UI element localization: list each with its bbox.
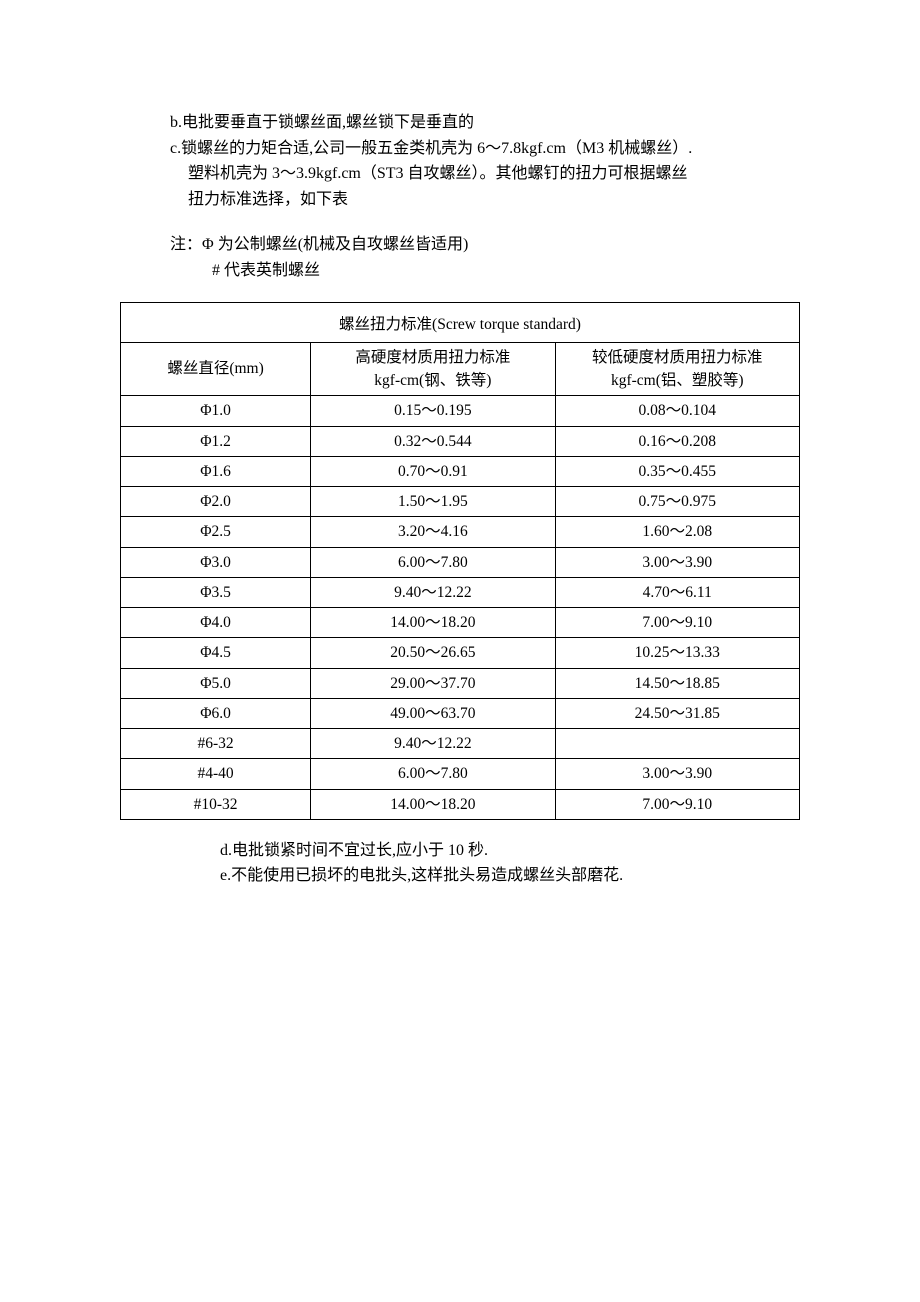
cell-diameter: Φ2.5: [121, 517, 311, 547]
table-row: Φ4.014.00～18.207.00～9.10: [121, 608, 800, 638]
table-row: Φ4.520.50～26.6510.25～13.33: [121, 638, 800, 668]
header-low-l2: kgf-cm(铝、塑胶等): [611, 372, 744, 389]
header-low-l1: 较低硬度材质用扭力标准: [592, 349, 763, 366]
cell-low-hardness: 14.50～18.85: [555, 668, 799, 698]
cell-diameter: Φ1.0: [121, 396, 311, 426]
cell-low-hardness: 3.00～3.90: [555, 759, 799, 789]
table-row: #4-406.00～7.803.00～3.90: [121, 759, 800, 789]
header-high-hardness: 高硬度材质用扭力标准 kgf-cm(钢、铁等): [311, 342, 555, 396]
cell-diameter: #10-32: [121, 789, 311, 819]
cell-diameter: #4-40: [121, 759, 311, 789]
table-row: #6-329.40～12.22: [121, 729, 800, 759]
table-row: Φ2.53.20～4.161.60～2.08: [121, 517, 800, 547]
cell-high-hardness: 20.50～26.65: [311, 638, 555, 668]
cell-diameter: Φ2.0: [121, 487, 311, 517]
note-line1: 注：Φ 为公制螺丝(机械及自攻螺丝皆适用): [170, 232, 800, 258]
header-high-l1: 高硬度材质用扭力标准: [355, 349, 510, 366]
table-row: Φ3.59.40～12.224.70～6.11: [121, 577, 800, 607]
table-row: Φ1.20.32～0.5440.16～0.208: [121, 426, 800, 456]
cell-high-hardness: 9.40～12.22: [311, 577, 555, 607]
table-row: Φ6.049.00～63.7024.50～31.85: [121, 698, 800, 728]
table-row: Φ1.00.15～0.1950.08～0.104: [121, 396, 800, 426]
cell-high-hardness: 0.70～0.91: [311, 456, 555, 486]
cell-diameter: Φ3.0: [121, 547, 311, 577]
cell-diameter: Φ1.6: [121, 456, 311, 486]
cell-diameter: Φ3.5: [121, 577, 311, 607]
cell-high-hardness: 14.00～18.20: [311, 608, 555, 638]
cell-low-hardness: 0.08～0.104: [555, 396, 799, 426]
cell-low-hardness: 7.00～9.10: [555, 789, 799, 819]
torque-table: 螺丝扭力标准(Screw torque standard) 螺丝直径(mm) 高…: [120, 302, 800, 820]
cell-diameter: Φ4.5: [121, 638, 311, 668]
cell-low-hardness: 1.60～2.08: [555, 517, 799, 547]
cell-low-hardness: 3.00～3.90: [555, 547, 799, 577]
paragraph-c-line2: 塑料机壳为 3～3.9kgf.cm（ST3 自攻螺丝）。其他螺钉的扭力可根据螺丝: [188, 161, 800, 187]
paragraph-e: e.不能使用已损坏的电批头,这样批头易造成螺丝头部磨花.: [220, 863, 800, 889]
table-row: Φ1.60.70～0.910.35～0.455: [121, 456, 800, 486]
cell-low-hardness: 7.00～9.10: [555, 608, 799, 638]
cell-high-hardness: 14.00～18.20: [311, 789, 555, 819]
header-diameter: 螺丝直径(mm): [121, 342, 311, 396]
cell-diameter: Φ6.0: [121, 698, 311, 728]
header-low-hardness: 较低硬度材质用扭力标准 kgf-cm(铝、塑胶等): [555, 342, 799, 396]
paragraph-c-line3: 扭力标准选择，如下表: [188, 187, 800, 213]
table-title: 螺丝扭力标准(Screw torque standard): [339, 316, 581, 333]
cell-low-hardness: 10.25～13.33: [555, 638, 799, 668]
cell-low-hardness: 0.75～0.975: [555, 487, 799, 517]
cell-low-hardness: 4.70～6.11: [555, 577, 799, 607]
cell-diameter: Φ5.0: [121, 668, 311, 698]
cell-diameter: Φ1.2: [121, 426, 311, 456]
cell-high-hardness: 49.00～63.70: [311, 698, 555, 728]
cell-low-hardness: [555, 729, 799, 759]
cell-diameter: Φ4.0: [121, 608, 311, 638]
table-row: Φ3.06.00～7.803.00～3.90: [121, 547, 800, 577]
note-line2: # 代表英制螺丝: [212, 258, 800, 284]
cell-high-hardness: 9.40～12.22: [311, 729, 555, 759]
table-header-row: 螺丝直径(mm) 高硬度材质用扭力标准 kgf-cm(钢、铁等) 较低硬度材质用…: [121, 342, 800, 396]
cell-high-hardness: 6.00～7.80: [311, 759, 555, 789]
paragraph-c-line1: c.锁螺丝的力矩合适,公司一般五金类机壳为 6～7.8kgf.cm（M3 机械螺…: [170, 136, 800, 162]
table-row: Φ2.01.50～1.950.75～0.975: [121, 487, 800, 517]
cell-high-hardness: 6.00～7.80: [311, 547, 555, 577]
cell-high-hardness: 0.15～0.195: [311, 396, 555, 426]
header-high-l2: kgf-cm(钢、铁等): [374, 372, 491, 389]
cell-low-hardness: 24.50～31.85: [555, 698, 799, 728]
table-title-row: 螺丝扭力标准(Screw torque standard): [121, 302, 800, 342]
cell-high-hardness: 29.00～37.70: [311, 668, 555, 698]
table-row: Φ5.029.00～37.7014.50～18.85: [121, 668, 800, 698]
cell-diameter: #6-32: [121, 729, 311, 759]
cell-high-hardness: 0.32～0.544: [311, 426, 555, 456]
paragraph-d: d.电批锁紧时间不宜过长,应小于 10 秒.: [220, 838, 800, 864]
cell-high-hardness: 3.20～4.16: [311, 517, 555, 547]
paragraph-b: b.电批要垂直于锁螺丝面,螺丝锁下是垂直的: [170, 110, 800, 136]
cell-high-hardness: 1.50～1.95: [311, 487, 555, 517]
table-row: #10-3214.00～18.207.00～9.10: [121, 789, 800, 819]
cell-low-hardness: 0.35～0.455: [555, 456, 799, 486]
cell-low-hardness: 0.16～0.208: [555, 426, 799, 456]
table-body: Φ1.00.15～0.1950.08～0.104Φ1.20.32～0.5440.…: [121, 396, 800, 820]
